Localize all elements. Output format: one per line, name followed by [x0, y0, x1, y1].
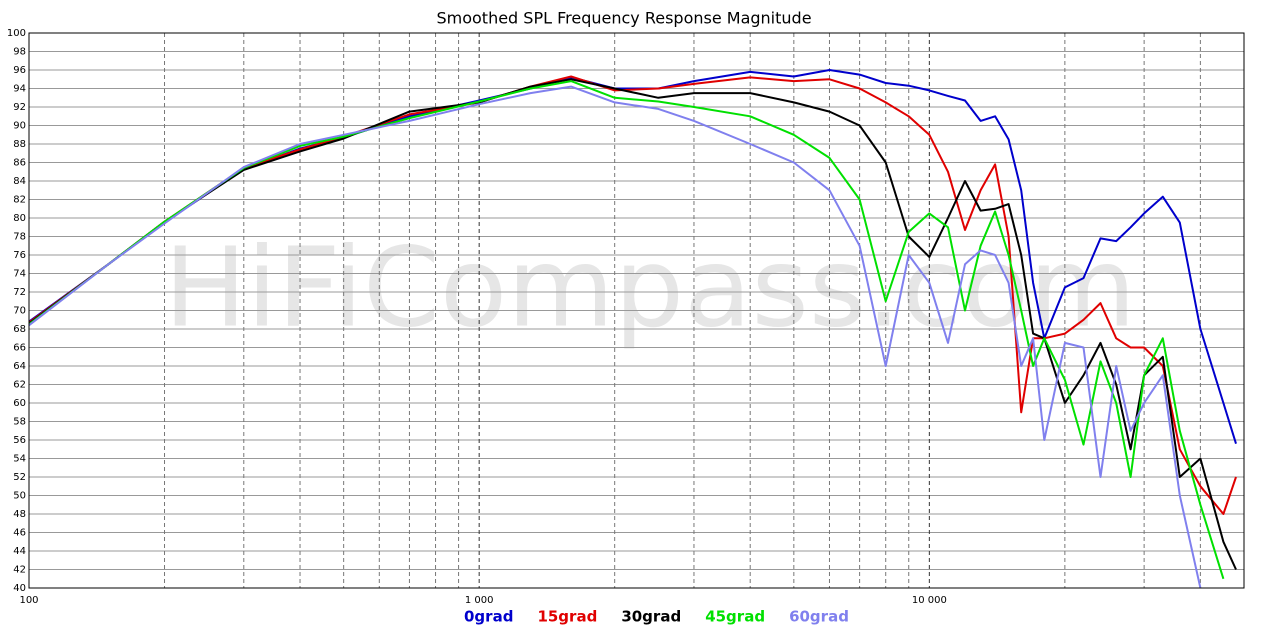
legend-label: 60grad	[789, 608, 849, 626]
y-tick-label: 60	[13, 398, 26, 409]
y-tick-label: 50	[13, 491, 26, 502]
y-tick-label: 74	[13, 269, 26, 280]
series-line	[29, 78, 1237, 570]
y-tick-label: 68	[13, 324, 26, 335]
y-tick-label: 54	[13, 454, 26, 465]
y-tick-label: 76	[13, 250, 26, 261]
watermark: HiFiCompass.com	[164, 223, 1136, 351]
y-tick-label: 58	[13, 417, 26, 428]
y-tick-label: 48	[13, 509, 26, 520]
x-tick-label: 10 000	[912, 595, 947, 606]
y-tick-label: 82	[13, 195, 26, 206]
plot-frame	[28, 32, 1245, 589]
y-tick-label: 94	[13, 84, 26, 95]
x-tick-label: 100	[19, 595, 38, 606]
y-tick-label: 92	[13, 102, 26, 113]
legend-label: 15grad	[537, 608, 597, 626]
y-tick-label: 86	[13, 158, 26, 169]
chart-title: Smoothed SPL Frequency Response Magnitud…	[436, 9, 811, 28]
y-tick-label: 40	[13, 583, 26, 594]
y-tick-label: 78	[13, 232, 26, 243]
y-tick-label: 44	[13, 546, 26, 557]
legend-label: 45grad	[705, 608, 765, 626]
x-tick-label: 1 000	[465, 595, 494, 606]
series-line	[29, 80, 1225, 580]
y-tick-label: 100	[7, 28, 26, 39]
y-tick-label: 46	[13, 528, 26, 539]
y-tick-label: 66	[13, 343, 26, 354]
y-tick-label: 88	[13, 139, 26, 150]
y-tick-label: 72	[13, 287, 26, 298]
y-tick-label: 96	[13, 65, 26, 76]
y-tick-label: 80	[13, 213, 26, 224]
y-tick-label: 90	[13, 121, 26, 132]
series-line	[29, 75, 1237, 515]
y-tick-label: 52	[13, 472, 26, 483]
legend-label: 0grad	[464, 608, 513, 626]
y-tick-label: 42	[13, 565, 26, 576]
y-tick-label: 84	[13, 176, 26, 187]
y-tick-label: 62	[13, 380, 26, 391]
series-line	[29, 85, 1202, 588]
legend-label: 30grad	[621, 608, 681, 626]
y-tick-label: 70	[13, 306, 26, 317]
y-tick-label: 64	[13, 361, 26, 372]
y-tick-label: 56	[13, 435, 26, 446]
y-tick-label: 98	[13, 47, 26, 58]
